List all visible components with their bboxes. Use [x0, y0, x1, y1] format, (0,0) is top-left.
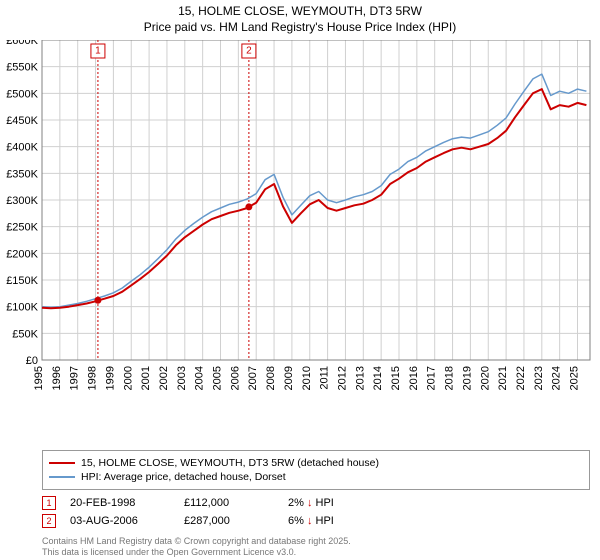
x-tick-label: 2002	[158, 366, 170, 390]
series-hpi	[42, 74, 586, 307]
x-tick-label: 2019	[461, 366, 473, 390]
sale-marker: 2	[42, 514, 56, 528]
sale-date: 03-AUG-2006	[70, 515, 170, 527]
x-tick-label: 2025	[569, 366, 581, 390]
x-tick-label: 1998	[87, 366, 99, 390]
sale-diff: 6% ↓ HPI	[288, 515, 398, 527]
x-tick-label: 2007	[247, 366, 259, 390]
chart-area: £0 £50K £100K £150K £200K £250K £300K £350K £400…	[0, 40, 600, 410]
x-tick-label: 2014	[372, 366, 384, 390]
sale-row: 1 20-FEB-1998 £112,000 2% ↓ HPI	[42, 496, 590, 510]
chart-svg: £0 £50K £100K £150K £200K £250K £300K £350K £400…	[0, 40, 600, 410]
y-tick-label: £450K	[6, 115, 38, 127]
y-tick-label: £200K	[6, 248, 38, 260]
footer: Contains HM Land Registry data © Crown c…	[42, 536, 590, 558]
title-line-1: 15, HOLME CLOSE, WEYMOUTH, DT3 5RW	[0, 4, 600, 20]
x-tick-label: 1996	[51, 366, 63, 390]
sales-list: 1 20-FEB-1998 £112,000 2% ↓ HPI 2 03-AUG-2006…	[42, 492, 590, 532]
legend-swatch	[49, 462, 75, 464]
y-tick-label: £250K	[6, 222, 38, 234]
x-tick-label: 2000	[122, 366, 134, 390]
sale-price: £287,000	[184, 515, 274, 527]
y-tick-label: £550K	[6, 62, 38, 74]
sale-price: £112,000	[184, 497, 274, 509]
legend-label: 15, HOLME CLOSE, WEYMOUTH, DT3 5RW (deta…	[81, 457, 379, 469]
x-tick-label: 2017	[426, 366, 438, 390]
x-tick-label: 2009	[283, 366, 295, 390]
footer-line-2: This data is licensed under the Open Gov…	[42, 547, 590, 558]
legend-swatch	[49, 476, 75, 478]
sale-marker: 1	[42, 496, 56, 510]
x-tick-label: 2013	[354, 366, 366, 390]
y-tick-label: £150K	[6, 275, 38, 287]
x-tick-label: 2022	[515, 366, 527, 390]
footer-line-1: Contains HM Land Registry data © Crown c…	[42, 536, 590, 547]
x-tick-label: 2023	[533, 366, 545, 390]
x-tick-label: 2008	[265, 366, 277, 390]
x-tick-label: 2021	[497, 366, 509, 390]
sale-marker-num-1: 1	[95, 46, 101, 57]
x-tick-label: 1995	[33, 366, 45, 390]
x-tick-label: 2016	[408, 366, 420, 390]
x-tick-label: 2015	[390, 366, 402, 390]
sale-row: 2 03-AUG-2006 £287,000 6% ↓ HPI	[42, 514, 590, 528]
x-tick-label: 2012	[336, 366, 348, 390]
y-tick-label: £50K	[12, 328, 38, 340]
x-tick-label: 2010	[301, 366, 313, 390]
y-tick-label: £0	[26, 355, 38, 367]
legend-item: 15, HOLME CLOSE, WEYMOUTH, DT3 5RW (deta…	[49, 457, 583, 469]
x-tick-label: 2003	[176, 366, 188, 390]
legend-label: HPI: Average price, detached house, Dors…	[81, 471, 286, 483]
x-tick-label: 2024	[551, 366, 563, 390]
y-tick-label: £400K	[6, 142, 38, 154]
chart-title: 15, HOLME CLOSE, WEYMOUTH, DT3 5RW Price…	[0, 0, 600, 35]
x-tick-label: 2018	[444, 366, 456, 390]
y-tick-label: £500K	[6, 88, 38, 100]
x-tick-label: 1997	[69, 366, 81, 390]
series-property	[42, 89, 586, 308]
sale-date: 20-FEB-1998	[70, 497, 170, 509]
x-tick-label: 2005	[212, 366, 224, 390]
sale-marker-num-2: 2	[246, 46, 252, 57]
x-tick-label: 2004	[194, 366, 206, 390]
x-tick-label: 2011	[319, 366, 331, 390]
y-tick-label: £350K	[6, 168, 38, 180]
sale-diff: 2% ↓ HPI	[288, 497, 398, 509]
y-tick-label: £100K	[6, 302, 38, 314]
x-tick-label: 1999	[104, 366, 116, 390]
x-tick-label: 2001	[140, 366, 152, 390]
legend: 15, HOLME CLOSE, WEYMOUTH, DT3 5RW (deta…	[42, 450, 590, 490]
legend-item: HPI: Average price, detached house, Dors…	[49, 471, 583, 483]
sale-point-1	[94, 297, 101, 304]
x-tick-label: 2020	[479, 366, 491, 390]
title-line-2: Price paid vs. HM Land Registry's House …	[0, 20, 600, 36]
y-tick-label: £300K	[6, 195, 38, 207]
x-tick-label: 2006	[229, 366, 241, 390]
sale-point-2	[245, 203, 252, 210]
y-tick-label: £600K	[6, 40, 38, 47]
